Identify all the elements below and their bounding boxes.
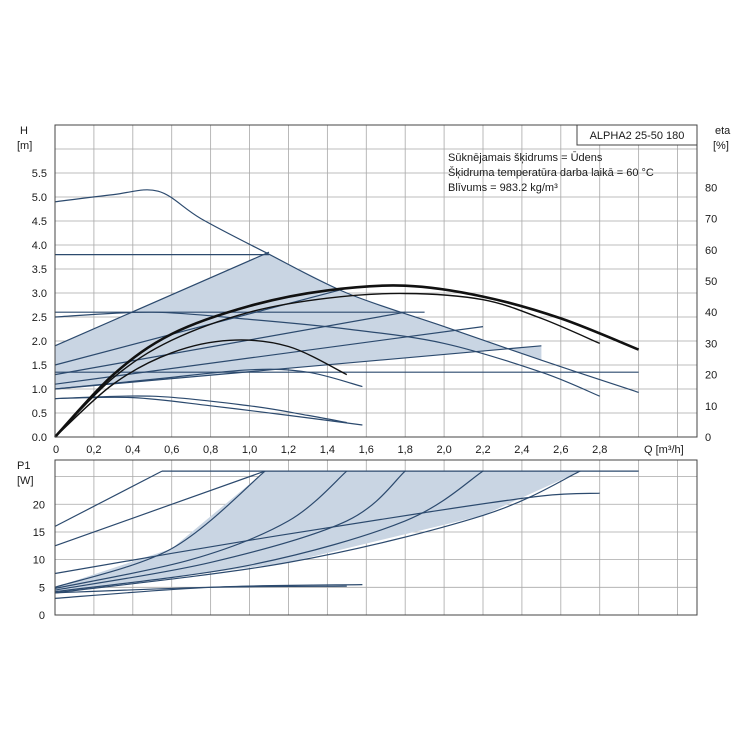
series-efficiency-low	[54, 339, 348, 438]
y-axis-unit-power: [W]	[17, 475, 34, 487]
series-proportional-pressure-2	[54, 287, 347, 366]
y-axis-title-head: H	[20, 125, 28, 137]
y-tick-label-head-8: 4.0	[32, 240, 47, 252]
x-tick-label-9: 1,8	[398, 444, 413, 456]
x-tick-label-13: 2,6	[553, 444, 568, 456]
y-axis-title-eta: eta	[715, 125, 731, 137]
series-power-shaded-1	[54, 470, 266, 588]
y-tick-label-power-1: 5	[39, 582, 45, 594]
x-tick-label-5: 1,0	[242, 444, 257, 456]
series-power-upper	[54, 470, 266, 547]
series-efficiency-mid	[54, 292, 600, 438]
y-tick-label-power-4: 20	[33, 499, 45, 511]
y-tick-label-eta-2: 20	[705, 370, 717, 382]
y-tick-label-head-2: 1.0	[32, 384, 47, 396]
x-tick-label-10: 2,0	[436, 444, 451, 456]
y-tick-label-eta-3: 30	[705, 338, 717, 350]
y-tick-label-eta-0: 0	[705, 432, 711, 444]
annotation-1: Šķidruma temperatūra darba laikā = 60 °C	[448, 166, 654, 179]
y-tick-label-head-1: 0.5	[32, 408, 47, 420]
head-plot-frame	[54, 124, 698, 438]
y-tick-label-eta-1: 10	[705, 401, 717, 413]
series-power-envelope-low	[54, 492, 600, 575]
y-tick-label-eta-5: 50	[705, 276, 717, 288]
title-box	[576, 124, 698, 146]
series-power-max-curve	[54, 470, 163, 527]
series-efficiency-max	[54, 284, 640, 438]
y-tick-label-power-2: 10	[33, 555, 45, 567]
x-tick-label-1: 0,2	[86, 444, 101, 456]
y-tick-label-eta-4: 40	[705, 307, 717, 319]
x-tick-label-2: 0,4	[125, 444, 140, 456]
y-tick-label-head-0: 0.0	[32, 432, 47, 444]
y-tick-label-power-3: 15	[33, 527, 45, 539]
series-speed-curve-low-a	[54, 368, 363, 390]
series-speed-curve-min	[54, 396, 363, 426]
series-power-shaded-5	[54, 470, 581, 594]
y-tick-label-power-0: 0	[39, 610, 45, 622]
series-speed-curve-mid	[54, 311, 600, 397]
series-proportional-pressure-5	[54, 345, 542, 390]
operating-area-head	[55, 252, 542, 389]
x-tick-label-7: 1,4	[320, 444, 335, 456]
x-tick-label-3: 0,6	[164, 444, 179, 456]
x-axis-title: Q [m³/h]	[644, 444, 684, 456]
y-axis-title-power: P1	[17, 460, 30, 472]
series-proportional-pressure-3	[54, 311, 406, 376]
y-tick-label-head-4: 2.0	[32, 336, 47, 348]
y-tick-label-head-5: 2.5	[32, 312, 47, 324]
y-tick-label-head-6: 3.0	[32, 288, 47, 300]
annotation-0: Sūknējamais šķidrums = Ūdens	[448, 152, 603, 164]
power-plot-frame	[54, 459, 698, 616]
x-tick-label-14: 2,8	[592, 444, 607, 456]
annotation-2: Blīvums = 983.2 kg/m³	[448, 182, 558, 194]
series-speed-curve-low-b	[54, 395, 347, 424]
y-axis-unit-head: [m]	[17, 140, 32, 152]
x-tick-label-6: 1,2	[281, 444, 296, 456]
y-axis-unit-eta: [%]	[713, 140, 729, 152]
series-proportional-pressure-1	[54, 251, 270, 347]
y-tick-label-eta-6: 60	[705, 245, 717, 257]
y-tick-label-head-7: 3.5	[32, 264, 47, 276]
y-tick-label-head-3: 1.5	[32, 360, 47, 372]
y-tick-label-eta-7: 70	[705, 214, 717, 226]
x-tick-label-4: 0,8	[203, 444, 218, 456]
chart-title: ALPHA2 25-50 180	[590, 130, 685, 142]
y-tick-label-eta-8: 80	[705, 182, 717, 194]
series-power-shaded-3	[54, 470, 406, 591]
x-tick-label-8: 1,6	[359, 444, 374, 456]
y-tick-label-head-11: 5.5	[32, 168, 47, 180]
x-tick-label-0: 0	[53, 444, 59, 456]
series-power-shaded-2	[54, 470, 348, 589]
x-tick-label-11: 2,2	[475, 444, 490, 456]
series-max-curve	[54, 189, 639, 393]
series-power-shaded-4	[54, 470, 484, 593]
y-tick-label-head-9: 4.5	[32, 216, 47, 228]
x-tick-label-12: 2,4	[514, 444, 529, 456]
y-tick-label-head-10: 5.0	[32, 192, 47, 204]
series-power-min-2	[54, 585, 347, 594]
